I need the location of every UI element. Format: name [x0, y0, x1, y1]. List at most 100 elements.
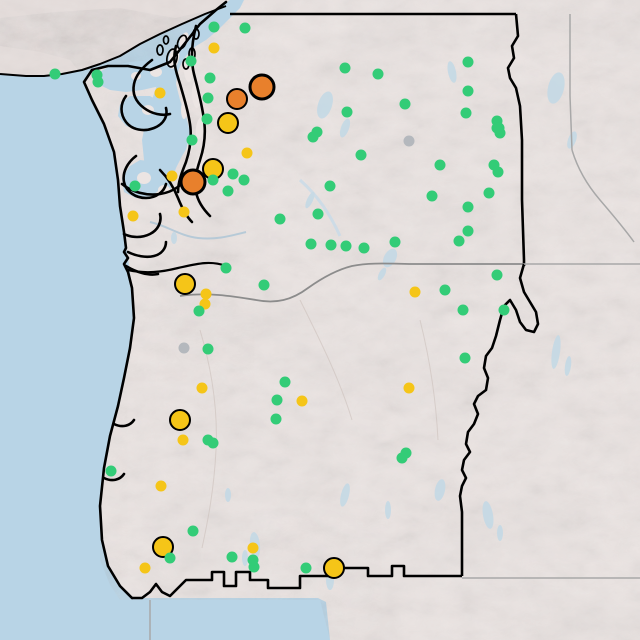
station-marker-green-small[interactable]	[372, 68, 384, 80]
station-marker-green-small[interactable]	[207, 174, 219, 186]
station-marker-green-small[interactable]	[305, 238, 317, 250]
station-marker-green-small[interactable]	[312, 208, 324, 220]
station-marker-green-small[interactable]	[187, 525, 199, 537]
station-marker-green-small[interactable]	[307, 131, 319, 143]
station-marker-green-small[interactable]	[400, 447, 412, 459]
station-marker-green-small[interactable]	[248, 561, 260, 573]
station-marker-green-small[interactable]	[457, 304, 469, 316]
station-marker-green-small[interactable]	[274, 213, 286, 225]
station-marker-green-small[interactable]	[201, 113, 213, 125]
coastline	[82, 0, 228, 600]
station-marker-green-small[interactable]	[311, 126, 323, 138]
state-border-washington	[230, 12, 526, 266]
state-border-minor	[149, 14, 640, 640]
station-marker-yellow-large[interactable]	[169, 409, 191, 431]
station-marker-green-small[interactable]	[462, 56, 474, 68]
station-marker-green-small[interactable]	[488, 159, 500, 171]
station-marker-yellow-small[interactable]	[208, 42, 220, 54]
station-marker-green-small[interactable]	[340, 240, 352, 252]
station-marker-green-small[interactable]	[426, 190, 438, 202]
station-marker-gray-small[interactable]	[403, 135, 415, 147]
station-marker-green-small[interactable]	[389, 236, 401, 248]
station-marker-gray-small[interactable]	[178, 342, 190, 354]
station-marker-yellow-small[interactable]	[403, 382, 415, 394]
station-marker-green-small[interactable]	[491, 115, 503, 127]
station-marker-yellow-small[interactable]	[155, 480, 167, 492]
state-border-oregon-east	[132, 263, 540, 600]
station-marker-green-small[interactable]	[339, 62, 351, 74]
station-marker-green-small[interactable]	[439, 284, 451, 296]
station-marker-green-small[interactable]	[396, 452, 408, 464]
station-marker-yellow-small[interactable]	[409, 286, 421, 298]
station-marker-green-small[interactable]	[462, 85, 474, 97]
station-marker-yellow-small[interactable]	[127, 210, 139, 222]
station-marker-green-small[interactable]	[226, 551, 238, 563]
station-marker-yellow-large[interactable]	[323, 557, 345, 579]
station-marker-green-small[interactable]	[204, 72, 216, 84]
station-marker-green-small[interactable]	[341, 106, 353, 118]
station-marker-yellow-small[interactable]	[154, 87, 166, 99]
station-marker-green-small[interactable]	[324, 180, 336, 192]
station-marker-yellow-small[interactable]	[296, 395, 308, 407]
station-marker-green-small[interactable]	[459, 352, 471, 364]
station-marker-green-small[interactable]	[208, 21, 220, 33]
station-marker-green-small[interactable]	[186, 134, 198, 146]
station-marker-green-small[interactable]	[91, 69, 103, 81]
station-marker-yellow-small[interactable]	[177, 434, 189, 446]
station-marker-green-small[interactable]	[399, 98, 411, 110]
station-marker-yellow-small[interactable]	[139, 562, 151, 574]
station-marker-yellow-large[interactable]	[217, 112, 239, 134]
station-marker-green-small[interactable]	[462, 201, 474, 213]
station-marker-green-small[interactable]	[164, 552, 176, 564]
station-marker-green-small[interactable]	[247, 554, 259, 566]
station-marker-green-small[interactable]	[325, 239, 337, 251]
station-marker-green-small[interactable]	[202, 92, 214, 104]
station-marker-green-small[interactable]	[300, 562, 312, 574]
station-marker-green-small[interactable]	[491, 269, 503, 281]
station-marker-yellow-small[interactable]	[247, 542, 259, 554]
station-marker-orange-large[interactable]	[226, 88, 248, 110]
station-marker-yellow-small[interactable]	[241, 147, 253, 159]
interior-rivers	[199, 299, 439, 549]
station-marker-green-small[interactable]	[498, 304, 510, 316]
station-marker-green-small[interactable]	[460, 107, 472, 119]
station-marker-yellow-small[interactable]	[196, 382, 208, 394]
station-marker-green-small[interactable]	[258, 279, 270, 291]
station-marker-green-small[interactable]	[193, 305, 205, 317]
station-marker-yellow-small[interactable]	[178, 206, 190, 218]
station-marker-yellow-small[interactable]	[166, 170, 178, 182]
station-marker-green-small[interactable]	[227, 168, 239, 180]
station-marker-green-small[interactable]	[207, 437, 219, 449]
station-marker-yellow-small[interactable]	[200, 288, 212, 300]
station-marker-green-small[interactable]	[105, 465, 117, 477]
station-marker-green-small[interactable]	[49, 68, 61, 80]
station-marker-green-small[interactable]	[271, 394, 283, 406]
station-marker-green-small[interactable]	[483, 187, 495, 199]
station-marker-green-small[interactable]	[202, 343, 214, 355]
station-marker-green-small[interactable]	[238, 174, 250, 186]
station-marker-green-small[interactable]	[92, 76, 104, 88]
station-marker-green-small[interactable]	[270, 413, 282, 425]
station-marker-green-small[interactable]	[220, 262, 232, 274]
bc-coastline	[0, 5, 227, 77]
station-marker-green-small[interactable]	[462, 225, 474, 237]
station-marker-green-small[interactable]	[279, 376, 291, 388]
station-marker-green-small[interactable]	[355, 149, 367, 161]
station-marker-green-small[interactable]	[492, 166, 504, 178]
station-marker-green-small[interactable]	[185, 55, 197, 67]
station-marker-green-small[interactable]	[239, 22, 251, 34]
station-marker-green-small[interactable]	[434, 159, 446, 171]
station-marker-orange-xlarge[interactable]	[179, 168, 207, 196]
station-marker-green-small[interactable]	[358, 242, 370, 254]
station-marker-green-small[interactable]	[453, 235, 465, 247]
san-juan-islands	[156, 28, 200, 70]
station-marker-orange-xlarge[interactable]	[248, 73, 276, 101]
station-marker-yellow-small[interactable]	[199, 298, 211, 310]
station-marker-yellow-large[interactable]	[174, 273, 196, 295]
station-marker-green-small[interactable]	[493, 122, 505, 134]
station-marker-green-small[interactable]	[222, 185, 234, 197]
station-marker-green-small[interactable]	[129, 180, 141, 192]
